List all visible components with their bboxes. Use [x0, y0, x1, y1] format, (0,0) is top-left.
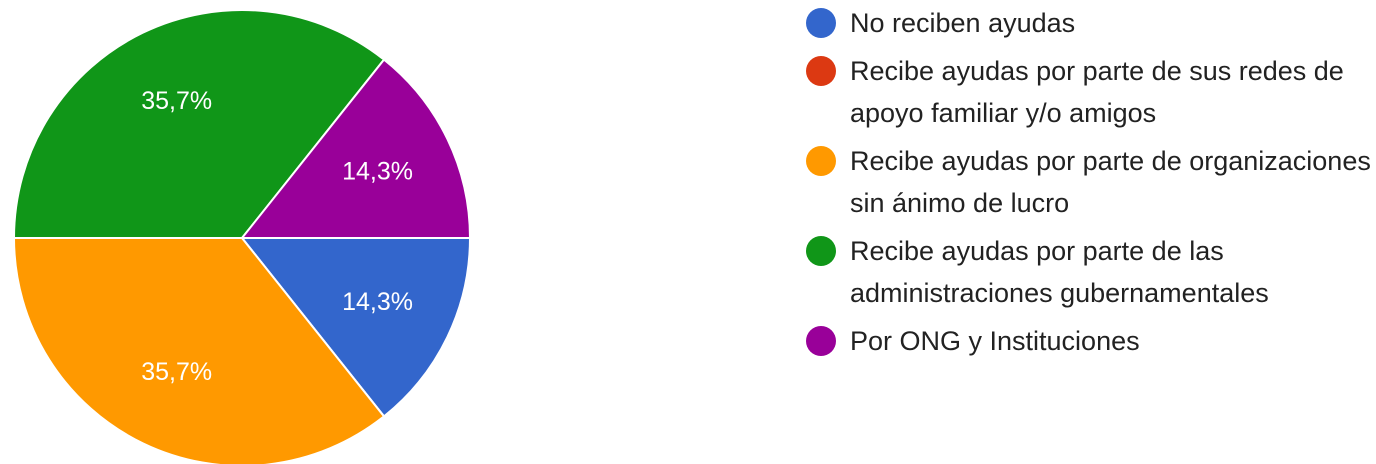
legend-item: Recibe ayudas por parte de las administr… — [806, 230, 1371, 314]
legend-swatch — [806, 56, 836, 86]
legend-swatch — [806, 146, 836, 176]
legend-item: Por ONG y Instituciones — [806, 320, 1371, 362]
slice-label: 35,7% — [141, 358, 212, 386]
legend-swatch — [806, 236, 836, 266]
legend-item: No reciben ayudas — [806, 2, 1371, 44]
pie-slice — [239, 58, 472, 239]
legend-item: Recibe ayudas por parte de organizacione… — [806, 140, 1371, 224]
slice-label: 35,7% — [141, 87, 212, 115]
legend-label: Recibe ayudas por parte de organizacione… — [850, 146, 1371, 218]
legend-label: Por ONG y Instituciones — [850, 326, 1140, 356]
pie-slice — [239, 237, 472, 418]
slice-label: 14,3% — [342, 157, 413, 185]
legend-item: Recibe ayudas por parte de sus redes de … — [806, 50, 1371, 134]
pie-chart: 14,3% 35,7% 35,7% 14,3% — [12, 9, 472, 464]
legend-label: No reciben ayudas — [850, 8, 1076, 38]
pie-slice — [12, 9, 386, 239]
legend-label: Recibe ayudas por parte de sus redes de … — [850, 56, 1344, 128]
legend: No reciben ayudas Recibe ayudas por parte… — [806, 2, 1371, 368]
legend-swatch — [806, 326, 836, 356]
legend-label: Recibe ayudas por parte de las administr… — [850, 236, 1269, 308]
legend-swatch — [806, 8, 836, 38]
slice-label: 14,3% — [342, 288, 413, 316]
pie-slice — [12, 237, 386, 464]
